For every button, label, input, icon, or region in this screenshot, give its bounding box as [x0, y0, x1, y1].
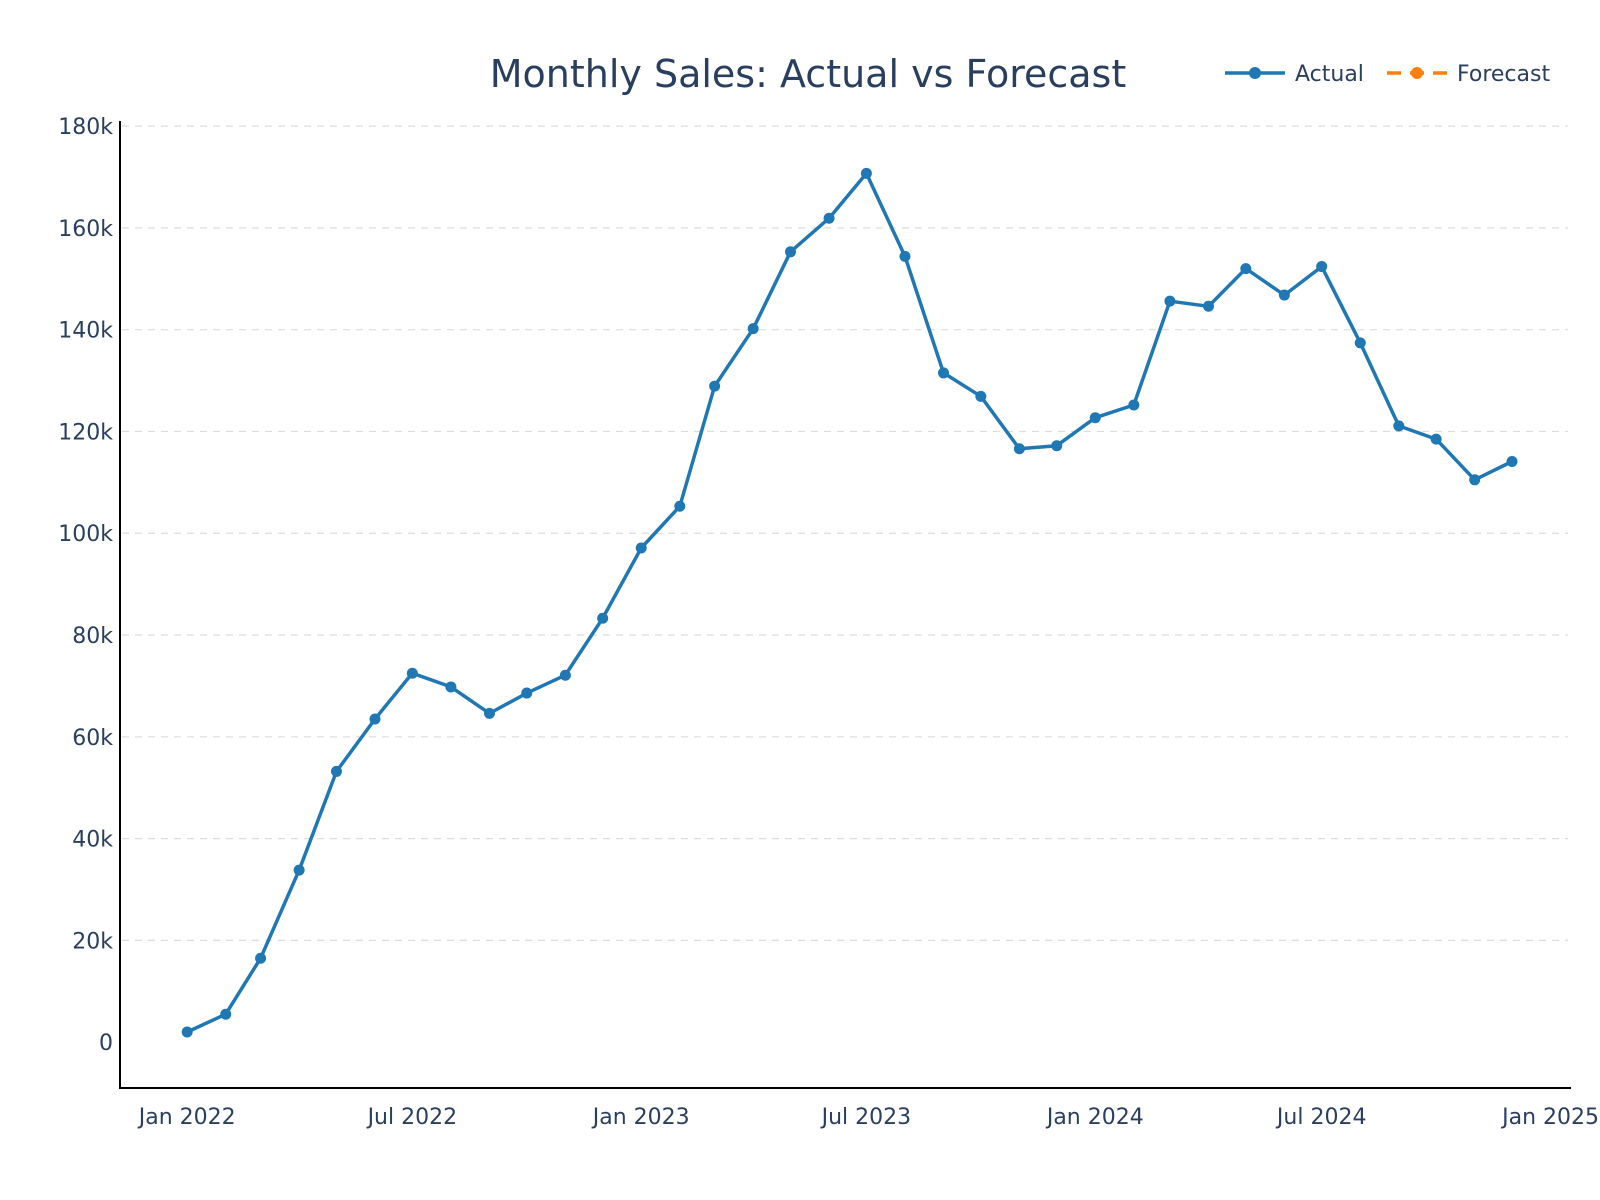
y-tick-label: 140k	[58, 319, 113, 344]
data-point	[1013, 443, 1025, 455]
data-point	[1430, 433, 1442, 445]
y-tick-label: 160k	[58, 217, 113, 242]
data-point	[860, 167, 872, 179]
y-tick-label: 80k	[72, 624, 113, 649]
data-point	[823, 212, 835, 224]
data-point	[1469, 474, 1481, 486]
legend-swatch-marker	[1411, 67, 1423, 79]
chart-title: Monthly Sales: Actual vs Forecast	[490, 52, 1127, 96]
x-tick-label: Jan 2025	[1500, 1105, 1599, 1130]
x-tick-label: Jan 2023	[591, 1105, 690, 1130]
legend-label: Forecast	[1457, 62, 1550, 87]
data-point	[1506, 455, 1518, 467]
data-point	[674, 500, 686, 512]
x-tick-label: Jul 2024	[1275, 1105, 1367, 1130]
data-point	[975, 390, 987, 402]
data-point	[597, 612, 609, 624]
y-tick-label: 20k	[72, 929, 113, 954]
data-point	[559, 669, 571, 681]
data-point	[899, 250, 911, 262]
data-point	[369, 713, 381, 725]
y-tick-label: 40k	[72, 828, 113, 853]
legend-item-actual: Actual	[1225, 62, 1364, 87]
data-point	[1240, 263, 1252, 275]
data-point	[406, 667, 418, 679]
data-point	[709, 380, 721, 392]
data-point	[445, 681, 457, 693]
data-point	[1316, 261, 1328, 273]
data-point	[1128, 399, 1140, 411]
data-point	[483, 707, 495, 719]
data-point	[1051, 440, 1063, 452]
series-actual	[181, 167, 1518, 1038]
legend-swatch-marker	[1249, 67, 1261, 79]
legend-label: Actual	[1295, 62, 1364, 87]
grid	[122, 125, 1568, 942]
data-point	[255, 952, 267, 964]
legend-item-forecast: Forecast	[1387, 62, 1550, 87]
y-tick-label: 120k	[58, 420, 113, 445]
axes	[119, 121, 1571, 1089]
legend: Actual Forecast	[1225, 62, 1550, 87]
y-tick-label: 60k	[72, 726, 113, 751]
x-tick-label: Jul 2022	[366, 1105, 458, 1130]
data-point	[293, 864, 305, 876]
y-axis-ticks: 0 20k 40k 60k 80k 100k 120k 140k 160k 180k	[58, 115, 113, 1056]
data-point	[938, 367, 950, 379]
data-point	[1164, 295, 1176, 307]
y-tick-label: 180k	[58, 115, 113, 140]
y-tick-label: 100k	[58, 522, 113, 547]
x-tick-label: Jul 2023	[820, 1105, 912, 1130]
data-point	[1089, 412, 1101, 424]
data-point	[635, 542, 647, 554]
data-point	[1393, 420, 1405, 432]
data-point	[521, 687, 533, 699]
data-point	[747, 323, 759, 335]
series-layer	[181, 167, 1518, 1038]
data-point	[785, 246, 797, 258]
data-point	[1202, 300, 1214, 312]
data-point	[181, 1026, 193, 1038]
x-axis-ticks: Jan 2022 Jul 2022 Jan 2023 Jul 2023 Jan 2024…	[137, 1105, 1599, 1130]
series-line	[186, 171, 1513, 1034]
data-point	[1278, 289, 1290, 301]
data-point	[220, 1008, 232, 1020]
x-tick-label: Jan 2022	[137, 1105, 236, 1130]
x-tick-label: Jan 2024	[1045, 1105, 1144, 1130]
data-point	[330, 765, 342, 777]
y-tick-label: 0	[99, 1031, 113, 1056]
data-point	[1354, 337, 1366, 349]
